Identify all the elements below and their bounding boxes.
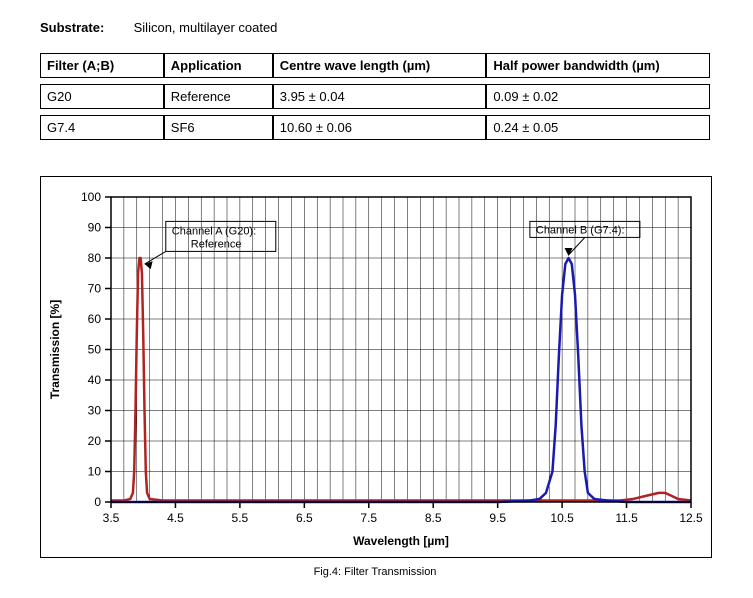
th-filter: Filter (A;B)	[40, 53, 164, 78]
svg-text:5.5: 5.5	[232, 511, 249, 525]
svg-text:3.5: 3.5	[103, 511, 120, 525]
svg-text:30: 30	[88, 404, 102, 418]
svg-text:4.5: 4.5	[167, 511, 184, 525]
th-hpbw: Half power bandwidth (µm)	[486, 53, 710, 78]
cell-centre: 3.95 ± 0.04	[273, 84, 487, 109]
svg-text:9.5: 9.5	[489, 511, 506, 525]
cell-application: SF6	[164, 115, 273, 140]
substrate-value: Silicon, multilayer coated	[134, 20, 278, 35]
svg-text:100: 100	[81, 190, 101, 204]
chart-container: 3.5 4.5 5.5 6.5 7.5 8.5 9.5 10.5 11.5 12.5 0 10 20 30…	[40, 176, 712, 558]
svg-text:7.5: 7.5	[360, 511, 377, 525]
svg-text:Wavelength [µm]: Wavelength [µm]	[353, 534, 449, 548]
svg-text:Reference: Reference	[191, 238, 242, 250]
chart-caption: Fig.4: Filter Transmission	[40, 566, 710, 578]
svg-text:50: 50	[88, 343, 102, 357]
cell-centre: 10.60 ± 0.06	[273, 115, 487, 140]
filter-table: Filter (A;B) Application Centre wave len…	[40, 47, 710, 146]
svg-text:6.5: 6.5	[296, 511, 313, 525]
svg-text:40: 40	[88, 373, 102, 387]
svg-text:80: 80	[88, 251, 102, 265]
svg-text:70: 70	[88, 282, 102, 296]
svg-text:Channel B (G7.4):: Channel B (G7.4):	[536, 224, 625, 236]
cell-hpbw: 0.24 ± 0.05	[486, 115, 710, 140]
table-row: G7.4 SF6 10.60 ± 0.06 0.24 ± 0.05	[40, 115, 710, 140]
svg-text:11.5: 11.5	[615, 511, 638, 525]
svg-text:Transmission [%]: Transmission [%]	[48, 300, 62, 399]
substrate-label: Substrate:	[40, 20, 130, 35]
table-header-row: Filter (A;B) Application Centre wave len…	[40, 53, 710, 78]
cell-filter: G20	[40, 84, 164, 109]
svg-text:10.5: 10.5	[550, 511, 574, 525]
cell-hpbw: 0.09 ± 0.02	[486, 84, 710, 109]
substrate-line: Substrate: Silicon, multilayer coated	[40, 20, 713, 35]
svg-text:20: 20	[88, 434, 102, 448]
th-application: Application	[164, 53, 273, 78]
table-row: G20 Reference 3.95 ± 0.04 0.09 ± 0.02	[40, 84, 710, 109]
svg-text:90: 90	[88, 221, 102, 235]
transmission-chart: 3.5 4.5 5.5 6.5 7.5 8.5 9.5 10.5 11.5 12.5 0 10 20 30…	[41, 177, 711, 557]
svg-text:60: 60	[88, 312, 102, 326]
th-centre: Centre wave length (µm)	[273, 53, 487, 78]
svg-text:Channel A (G20):: Channel A (G20):	[172, 225, 256, 237]
svg-text:10: 10	[88, 465, 102, 479]
svg-text:8.5: 8.5	[425, 511, 442, 525]
cell-filter: G7.4	[40, 115, 164, 140]
cell-application: Reference	[164, 84, 273, 109]
svg-text:0: 0	[94, 495, 101, 509]
svg-text:12.5: 12.5	[679, 511, 703, 525]
